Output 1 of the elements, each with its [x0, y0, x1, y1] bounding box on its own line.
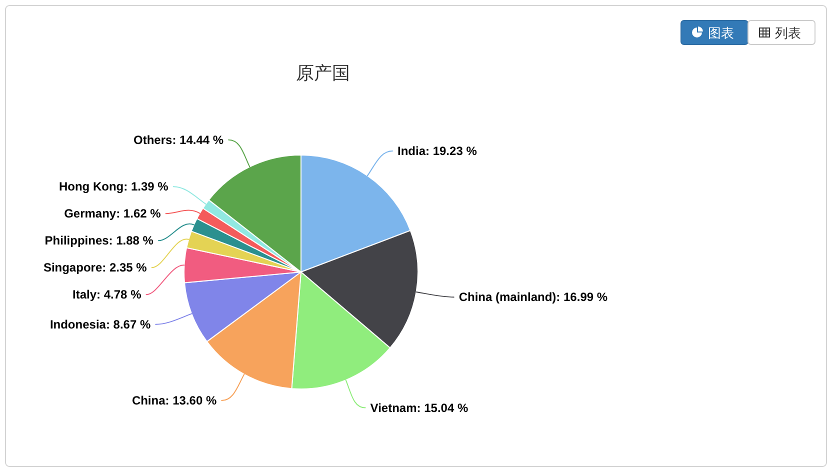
- title: 原产国: [296, 63, 350, 83]
